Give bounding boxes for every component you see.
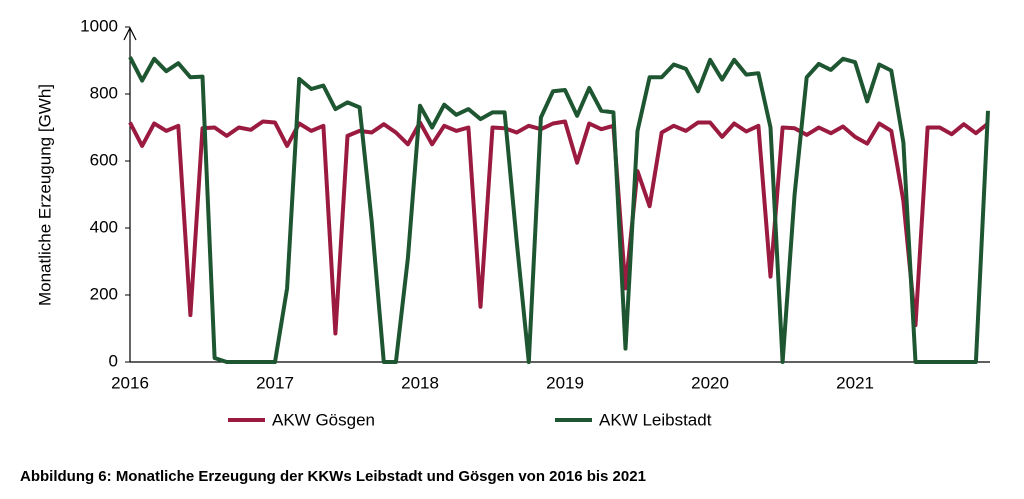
series-line bbox=[128, 119, 990, 336]
y-tick-label: 400 bbox=[90, 217, 118, 236]
y-tick-label: 800 bbox=[90, 83, 118, 102]
y-axis-arrow bbox=[123, 26, 137, 41]
x-tick-label: 2019 bbox=[546, 373, 584, 392]
y-tick-label: 1000 bbox=[80, 16, 118, 35]
x-tick-label: 2017 bbox=[256, 373, 294, 392]
y-tick-label: 0 bbox=[109, 351, 118, 370]
series-line bbox=[128, 56, 990, 364]
x-tick-label: 2016 bbox=[111, 373, 149, 392]
caption: Abbildung 6: Monatliche Erzeugung der KK… bbox=[20, 468, 646, 485]
x-tick-label: 2021 bbox=[836, 373, 874, 392]
legend-label: AKW Gösgen bbox=[272, 410, 375, 429]
x-tick-label: 2020 bbox=[691, 373, 729, 392]
y-axis-label: Monatliche Erzeugung [GWh] bbox=[35, 84, 54, 306]
y-tick-label: 600 bbox=[90, 150, 118, 169]
y-tick-label: 200 bbox=[90, 284, 118, 303]
legend-label: AKW Leibstadt bbox=[599, 410, 712, 429]
x-tick-label: 2018 bbox=[401, 373, 439, 392]
